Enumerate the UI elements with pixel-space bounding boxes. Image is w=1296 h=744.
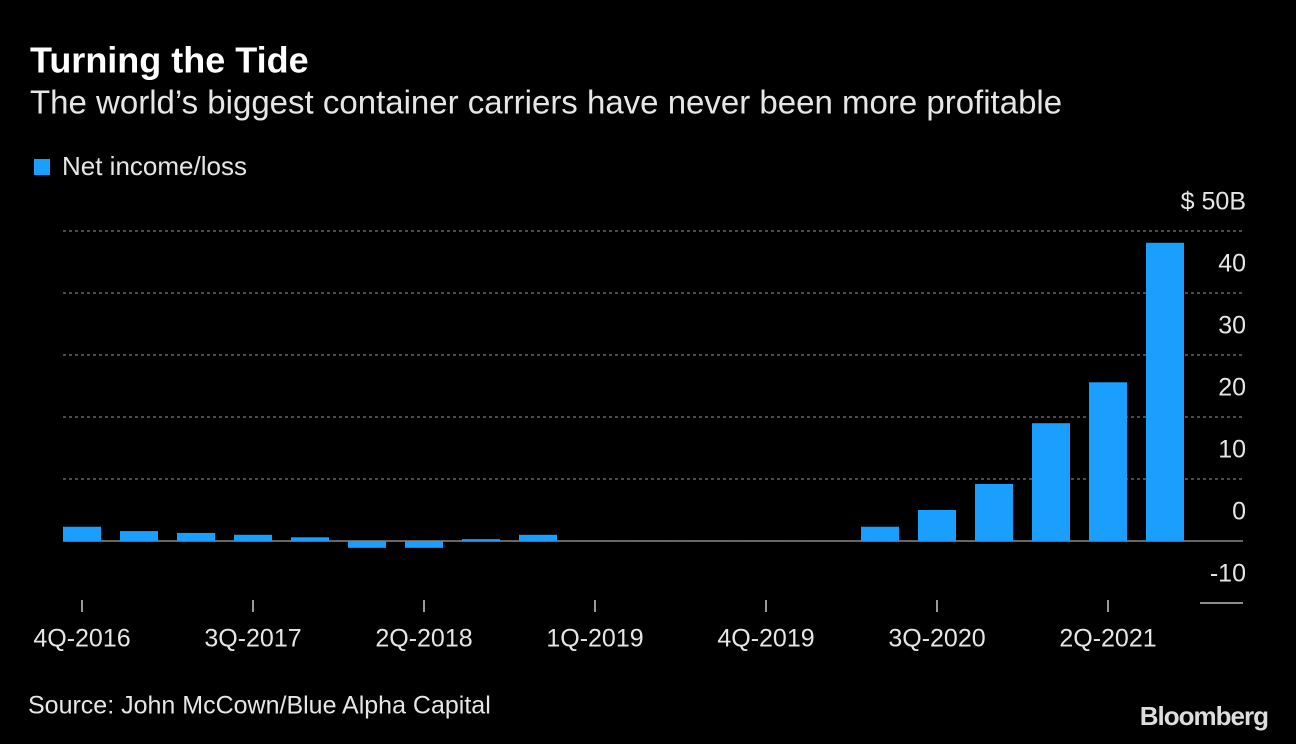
bar — [690, 541, 728, 542]
x-tick-label: 4Q-2016 — [33, 625, 130, 653]
x-tick-label: 3Q-2020 — [888, 625, 985, 653]
y-tick-label: 10 — [1218, 436, 1246, 464]
legend-swatch — [34, 159, 50, 175]
bar — [1089, 382, 1127, 541]
y-tick-label: $ 50B — [1181, 188, 1246, 216]
y-tick-label: -10 — [1210, 560, 1246, 588]
bar — [177, 532, 215, 541]
bar — [519, 534, 557, 541]
bar — [975, 483, 1013, 541]
bar — [1146, 242, 1184, 541]
chart-subtitle: The world’s biggest container carriers h… — [30, 84, 1062, 121]
bar — [348, 541, 386, 548]
bar — [633, 541, 671, 542]
bar — [918, 510, 956, 541]
bar — [462, 539, 500, 541]
bar — [861, 526, 899, 541]
x-tick-label: 4Q-2019 — [717, 625, 814, 653]
x-tick-label: 2Q-2018 — [375, 625, 472, 653]
brand: Bloomberg — [1140, 701, 1268, 731]
y-tick-label: 0 — [1232, 498, 1246, 526]
source: Source: John McCown/Blue Alpha Capital — [28, 692, 491, 720]
bar — [804, 541, 842, 542]
y-tick-label: 40 — [1218, 250, 1246, 278]
bar — [747, 541, 785, 542]
chart-title: Turning the Tide — [30, 40, 309, 81]
y-tick-label: 30 — [1218, 312, 1246, 340]
x-tick-label: 2Q-2021 — [1059, 625, 1156, 653]
bar — [576, 541, 614, 542]
bar — [234, 534, 272, 541]
bar — [1032, 423, 1070, 541]
bar — [405, 541, 443, 548]
x-tick-label: 3Q-2017 — [204, 625, 301, 653]
bar — [120, 531, 158, 541]
x-tick-label: 1Q-2019 — [546, 625, 643, 653]
bar — [291, 537, 329, 541]
bar — [63, 526, 101, 541]
legend-label: Net income/loss — [62, 151, 247, 181]
y-tick-label: 20 — [1218, 374, 1246, 402]
